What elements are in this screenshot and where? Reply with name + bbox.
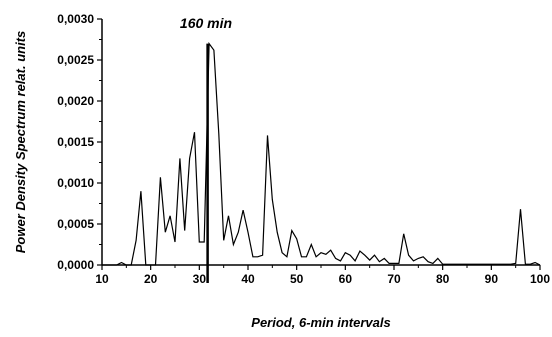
x-tick-label: 20 (144, 272, 158, 286)
y-tick-label: 0,0030 (57, 12, 94, 26)
y-axis-ticks: 0,0000 0,0005 0,0010 0,0015 0,0020 0,0025 0,00… (57, 12, 102, 272)
x-tick-label: 30 (193, 272, 207, 286)
x-axis-label: Period, 6-min intervals (251, 315, 390, 330)
y-tick-label: 0,0000 (57, 258, 94, 272)
series-line (102, 41, 541, 266)
axes (101, 19, 540, 266)
peak-annotation: 160 min (180, 15, 232, 31)
x-tick-label: 60 (339, 272, 353, 286)
x-tick-label: 50 (290, 272, 304, 286)
y-tick-label: 0,0020 (57, 94, 94, 108)
y-axis-label: Power Density Spectrum relat. units (13, 31, 28, 254)
y-tick-label: 0,0025 (57, 53, 94, 67)
y-tick-label: 0,0010 (57, 176, 94, 190)
x-tick-label: 100 (530, 272, 550, 286)
y-tick-label: 0,0005 (57, 217, 94, 231)
x-tick-label: 90 (485, 272, 499, 286)
x-tick-label: 70 (387, 272, 401, 286)
x-tick-label: 40 (241, 272, 255, 286)
plot-area (102, 41, 541, 283)
x-axis-ticks: 10 20 30 40 50 60 70 80 90 100 (95, 265, 550, 286)
x-tick-label: 10 (95, 272, 109, 286)
x-tick-label: 80 (436, 272, 450, 286)
y-tick-label: 0,0015 (57, 135, 94, 149)
